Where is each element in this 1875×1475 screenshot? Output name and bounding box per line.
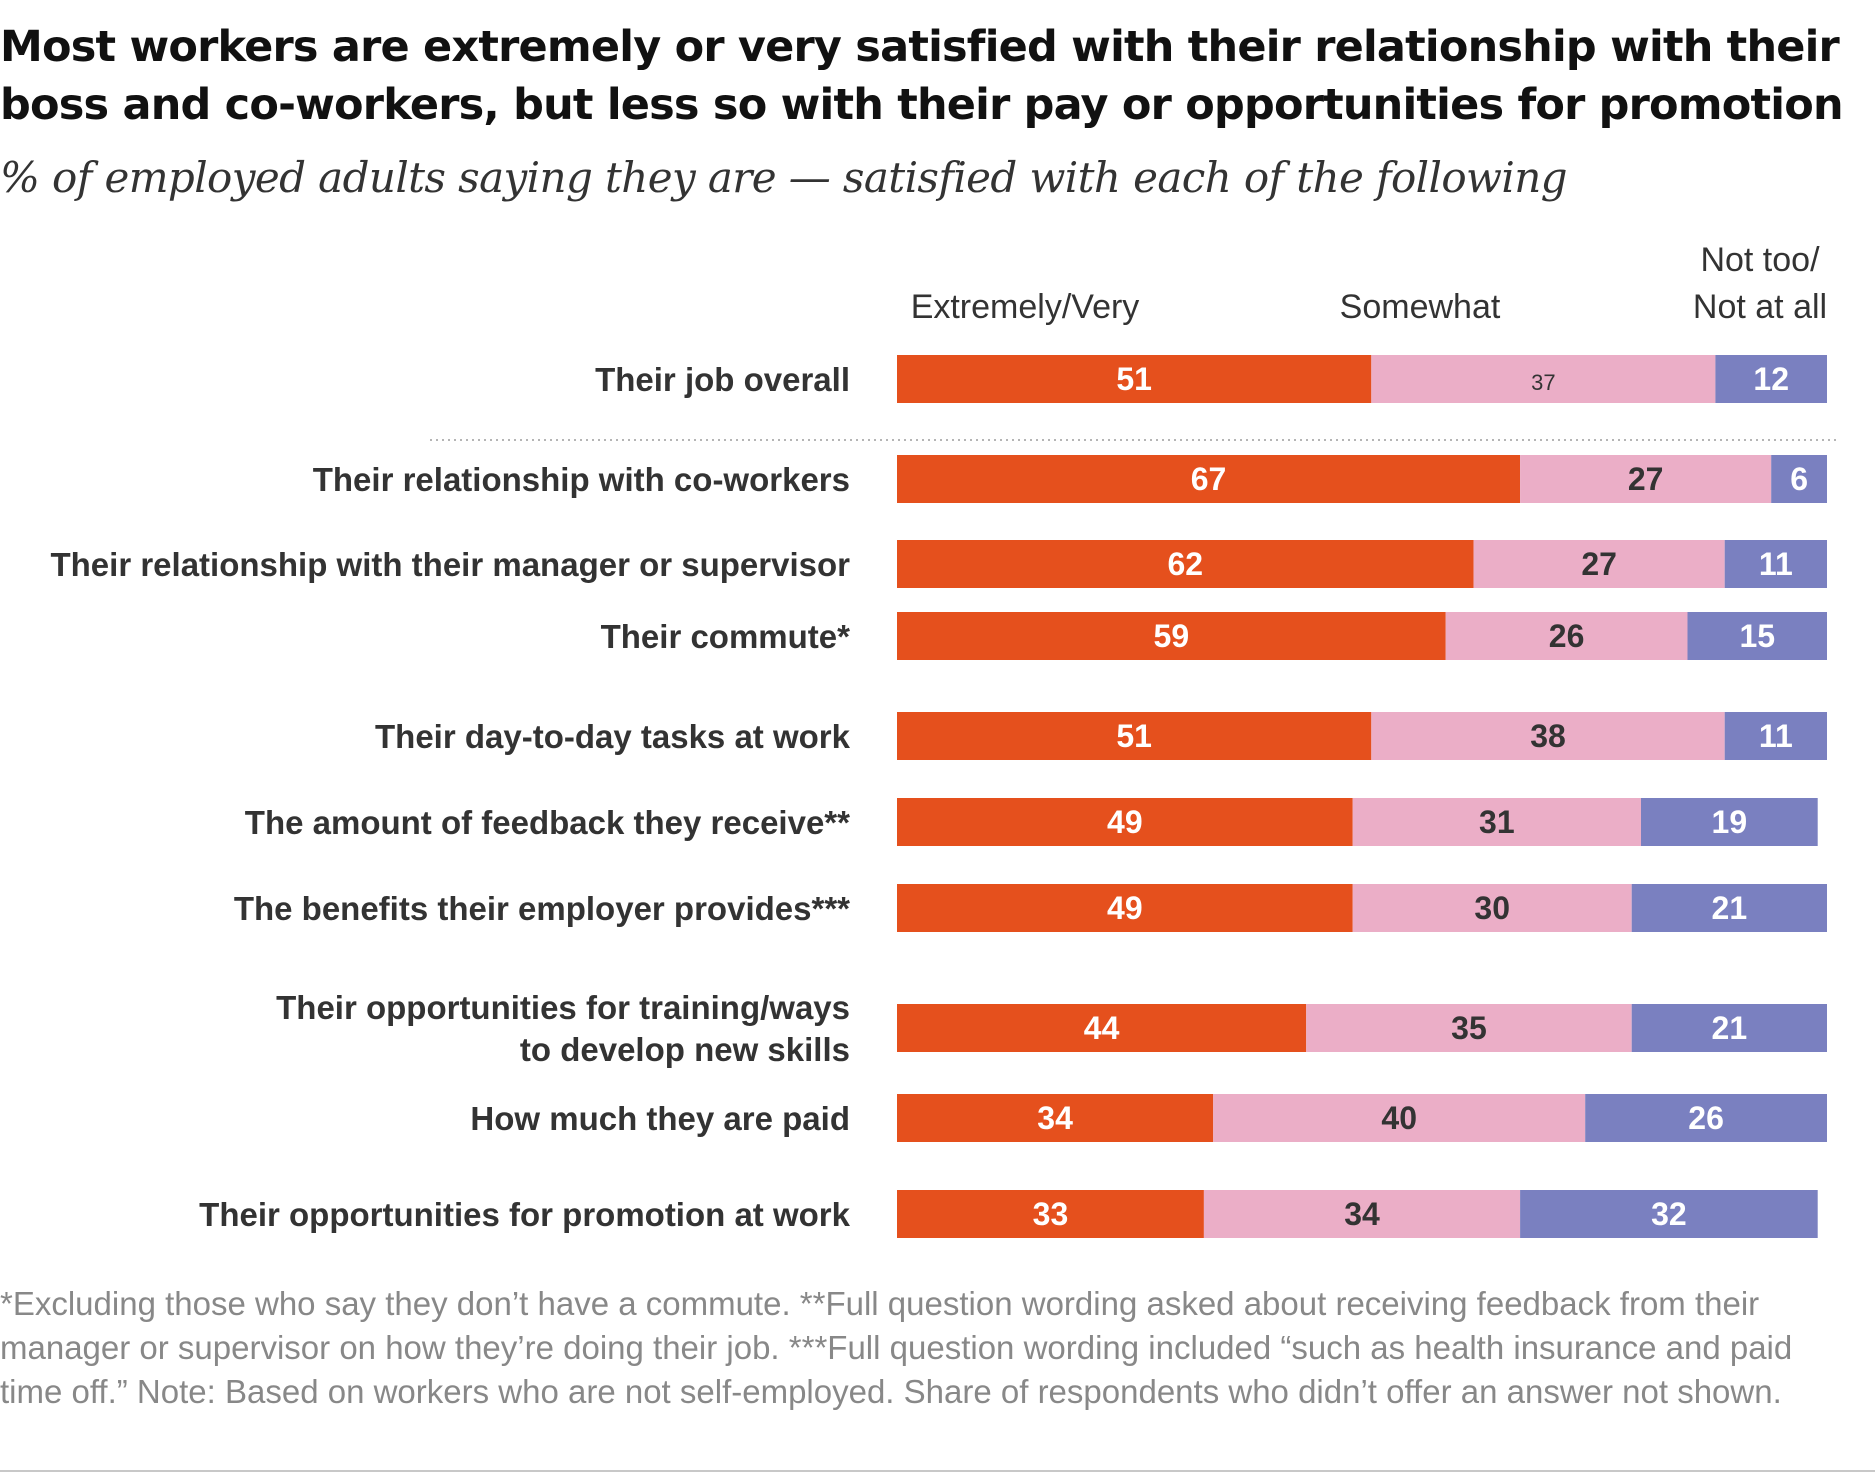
data-label-extremely-very-their-commute: 59 bbox=[1154, 618, 1190, 654]
bar-extremely-very-their-opportunities-for-promotion-at-work bbox=[897, 1190, 1204, 1238]
data-label-somewhat-their-relationship-with-co-workers: 27 bbox=[1628, 461, 1664, 497]
legend-not-too-not-at-all-line-1: Not too/ bbox=[1700, 241, 1820, 279]
bar-somewhat-their-opportunities-for-promotion-at-work bbox=[1203, 1190, 1521, 1238]
data-label-extremely-very-their-relationship-with-co-workers: 67 bbox=[1191, 461, 1227, 497]
bar-not-too-not-at-all-the-amount-of-feedback-they-receive bbox=[1641, 798, 1818, 846]
data-label-extremely-very-their-relationship-with-their-manager-or-supervisor: 62 bbox=[1168, 546, 1204, 582]
bar-extremely-very-their-job-overall bbox=[897, 355, 1372, 403]
bar-extremely-very-their-day-to-day-tasks-at-work bbox=[897, 712, 1372, 760]
chart-subtitle: % of employed adults saying they are — s… bbox=[0, 153, 1568, 202]
stacked-bar-chart: Extremely/Very Somewhat Not too/Not at all… bbox=[50, 241, 1837, 1238]
data-label-extremely-very-the-benefits-their-employer-provides: 49 bbox=[1107, 890, 1143, 926]
data-label-somewhat-their-job-overall: 37 bbox=[1531, 370, 1555, 395]
bar-not-too-not-at-all-their-commute bbox=[1687, 612, 1827, 660]
bar-somewhat-how-much-they-are-paid bbox=[1213, 1094, 1586, 1142]
data-label-not-too-not-at-all-the-benefits-their-employer-provides: 21 bbox=[1712, 890, 1748, 926]
bar-somewhat-their-day-to-day-tasks-at-work bbox=[1371, 712, 1725, 760]
bar-somewhat-the-amount-of-feedback-they-receive bbox=[1352, 798, 1641, 846]
data-label-not-too-not-at-all-the-amount-of-feedback-they-receive: 19 bbox=[1712, 804, 1748, 840]
bar-not-too-not-at-all-their-opportunities-for-promotion-at-work bbox=[1520, 1190, 1818, 1238]
category-label-how-much-they-are-paid: How much they are paid bbox=[470, 1100, 850, 1137]
data-label-extremely-very-the-amount-of-feedback-they-receive: 49 bbox=[1107, 804, 1143, 840]
data-label-extremely-very-their-opportunities-for-promotion-at-work: 33 bbox=[1033, 1196, 1069, 1232]
data-label-not-too-not-at-all-their-opportunities-for-promotion-at-work: 32 bbox=[1651, 1196, 1687, 1232]
bar-not-too-not-at-all-their-day-to-day-tasks-at-work bbox=[1724, 712, 1827, 760]
bar-not-too-not-at-all-their-job-overall bbox=[1715, 355, 1827, 403]
bar-somewhat-the-benefits-their-employer-provides bbox=[1352, 884, 1632, 932]
bar-extremely-very-the-amount-of-feedback-they-receive bbox=[897, 798, 1353, 846]
category-label-the-amount-of-feedback-they-receive: The amount of feedback they receive** bbox=[245, 804, 850, 841]
data-label-extremely-very-how-much-they-are-paid: 34 bbox=[1037, 1100, 1073, 1136]
bar-somewhat-their-commute bbox=[1445, 612, 1688, 660]
data-label-not-too-not-at-all-their-day-to-day-tasks-at-work: 11 bbox=[1759, 718, 1793, 754]
bar-not-too-not-at-all-their-relationship-with-co-workers bbox=[1771, 455, 1827, 503]
chart-title: Most workers are extremely or very satis… bbox=[0, 22, 1844, 130]
legend-not-too-not-at-all-line-2: Not at all bbox=[1693, 288, 1827, 326]
bar-extremely-very-the-benefits-their-employer-provides bbox=[897, 884, 1353, 932]
data-label-extremely-very-their-job-overall: 51 bbox=[1116, 361, 1152, 397]
bar-somewhat-their-relationship-with-co-workers bbox=[1520, 455, 1772, 503]
legend-somewhat: Somewhat bbox=[1340, 288, 1501, 326]
bar-extremely-very-their-relationship-with-co-workers bbox=[897, 455, 1521, 503]
data-label-somewhat-the-amount-of-feedback-they-receive: 31 bbox=[1479, 804, 1515, 840]
category-label-the-benefits-their-employer-provides: The benefits their employer provides*** bbox=[234, 890, 850, 927]
data-label-somewhat-their-relationship-with-their-manager-or-supervisor: 27 bbox=[1581, 546, 1617, 582]
bar-not-too-not-at-all-their-relationship-with-their-manager-or-supervisor bbox=[1724, 540, 1827, 588]
bar-somewhat-their-job-overall bbox=[1371, 355, 1716, 403]
bar-not-too-not-at-all-their-opportunities-for-training-ways-to-develop-new-skills bbox=[1631, 1004, 1827, 1052]
bar-not-too-not-at-all-how-much-they-are-paid bbox=[1585, 1094, 1827, 1142]
category-label-their-commute: Their commute* bbox=[601, 618, 851, 655]
category-label-their-day-to-day-tasks-at-work: Their day-to-day tasks at work bbox=[375, 718, 851, 755]
bar-somewhat-their-opportunities-for-training-ways-to-develop-new-skills bbox=[1306, 1004, 1632, 1052]
data-label-not-too-not-at-all-their-relationship-with-their-manager-or-supervisor: 11 bbox=[1759, 546, 1793, 582]
bar-extremely-very-their-commute bbox=[897, 612, 1446, 660]
chart-footnote: *Excluding those who say they don’t have… bbox=[0, 1285, 1793, 1410]
data-label-not-too-not-at-all-their-opportunities-for-training-ways-to-develop-new-skills: 21 bbox=[1712, 1010, 1748, 1046]
data-label-extremely-very-their-day-to-day-tasks-at-work: 51 bbox=[1116, 718, 1152, 754]
category-label-their-job-overall: Their job overall bbox=[595, 361, 850, 398]
category-label-their-relationship-with-co-workers: Their relationship with co-workers bbox=[313, 461, 850, 498]
data-label-somewhat-their-commute: 26 bbox=[1549, 618, 1585, 654]
data-label-not-too-not-at-all-their-job-overall: 12 bbox=[1753, 361, 1789, 397]
data-label-not-too-not-at-all-how-much-they-are-paid: 26 bbox=[1688, 1100, 1724, 1136]
data-label-extremely-very-their-opportunities-for-training-ways-to-develop-new-skills: 44 bbox=[1084, 1010, 1120, 1046]
data-label-somewhat-their-opportunities-for-promotion-at-work: 34 bbox=[1344, 1196, 1380, 1232]
data-label-somewhat-their-opportunities-for-training-ways-to-develop-new-skills: 35 bbox=[1451, 1010, 1487, 1046]
data-label-not-too-not-at-all-their-relationship-with-co-workers: 6 bbox=[1790, 461, 1808, 497]
bar-extremely-very-their-opportunities-for-training-ways-to-develop-new-skills bbox=[897, 1004, 1307, 1052]
category-label-their-opportunities-for-training-ways-to-develop-new-skills-line-1: Their opportunities for training/ways bbox=[276, 989, 850, 1026]
category-label-their-relationship-with-their-manager-or-supervisor: Their relationship with their manager or… bbox=[50, 546, 850, 583]
legend-extremely-very: Extremely/Very bbox=[911, 288, 1140, 326]
bar-not-too-not-at-all-the-benefits-their-employer-provides bbox=[1631, 884, 1827, 932]
bar-somewhat-their-relationship-with-their-manager-or-supervisor bbox=[1473, 540, 1725, 588]
bar-extremely-very-how-much-they-are-paid bbox=[897, 1094, 1214, 1142]
data-label-somewhat-the-benefits-their-employer-provides: 30 bbox=[1474, 890, 1510, 926]
data-label-somewhat-their-day-to-day-tasks-at-work: 38 bbox=[1530, 718, 1566, 754]
bottom-rule bbox=[0, 1470, 1875, 1472]
category-label-their-opportunities-for-promotion-at-work: Their opportunities for promotion at wor… bbox=[199, 1196, 850, 1233]
category-label-their-opportunities-for-training-ways-to-develop-new-skills-line-2: to develop new skills bbox=[520, 1031, 850, 1068]
bar-extremely-very-their-relationship-with-their-manager-or-supervisor bbox=[897, 540, 1474, 588]
data-label-not-too-not-at-all-their-commute: 15 bbox=[1739, 618, 1775, 654]
data-label-somewhat-how-much-they-are-paid: 40 bbox=[1381, 1100, 1417, 1136]
